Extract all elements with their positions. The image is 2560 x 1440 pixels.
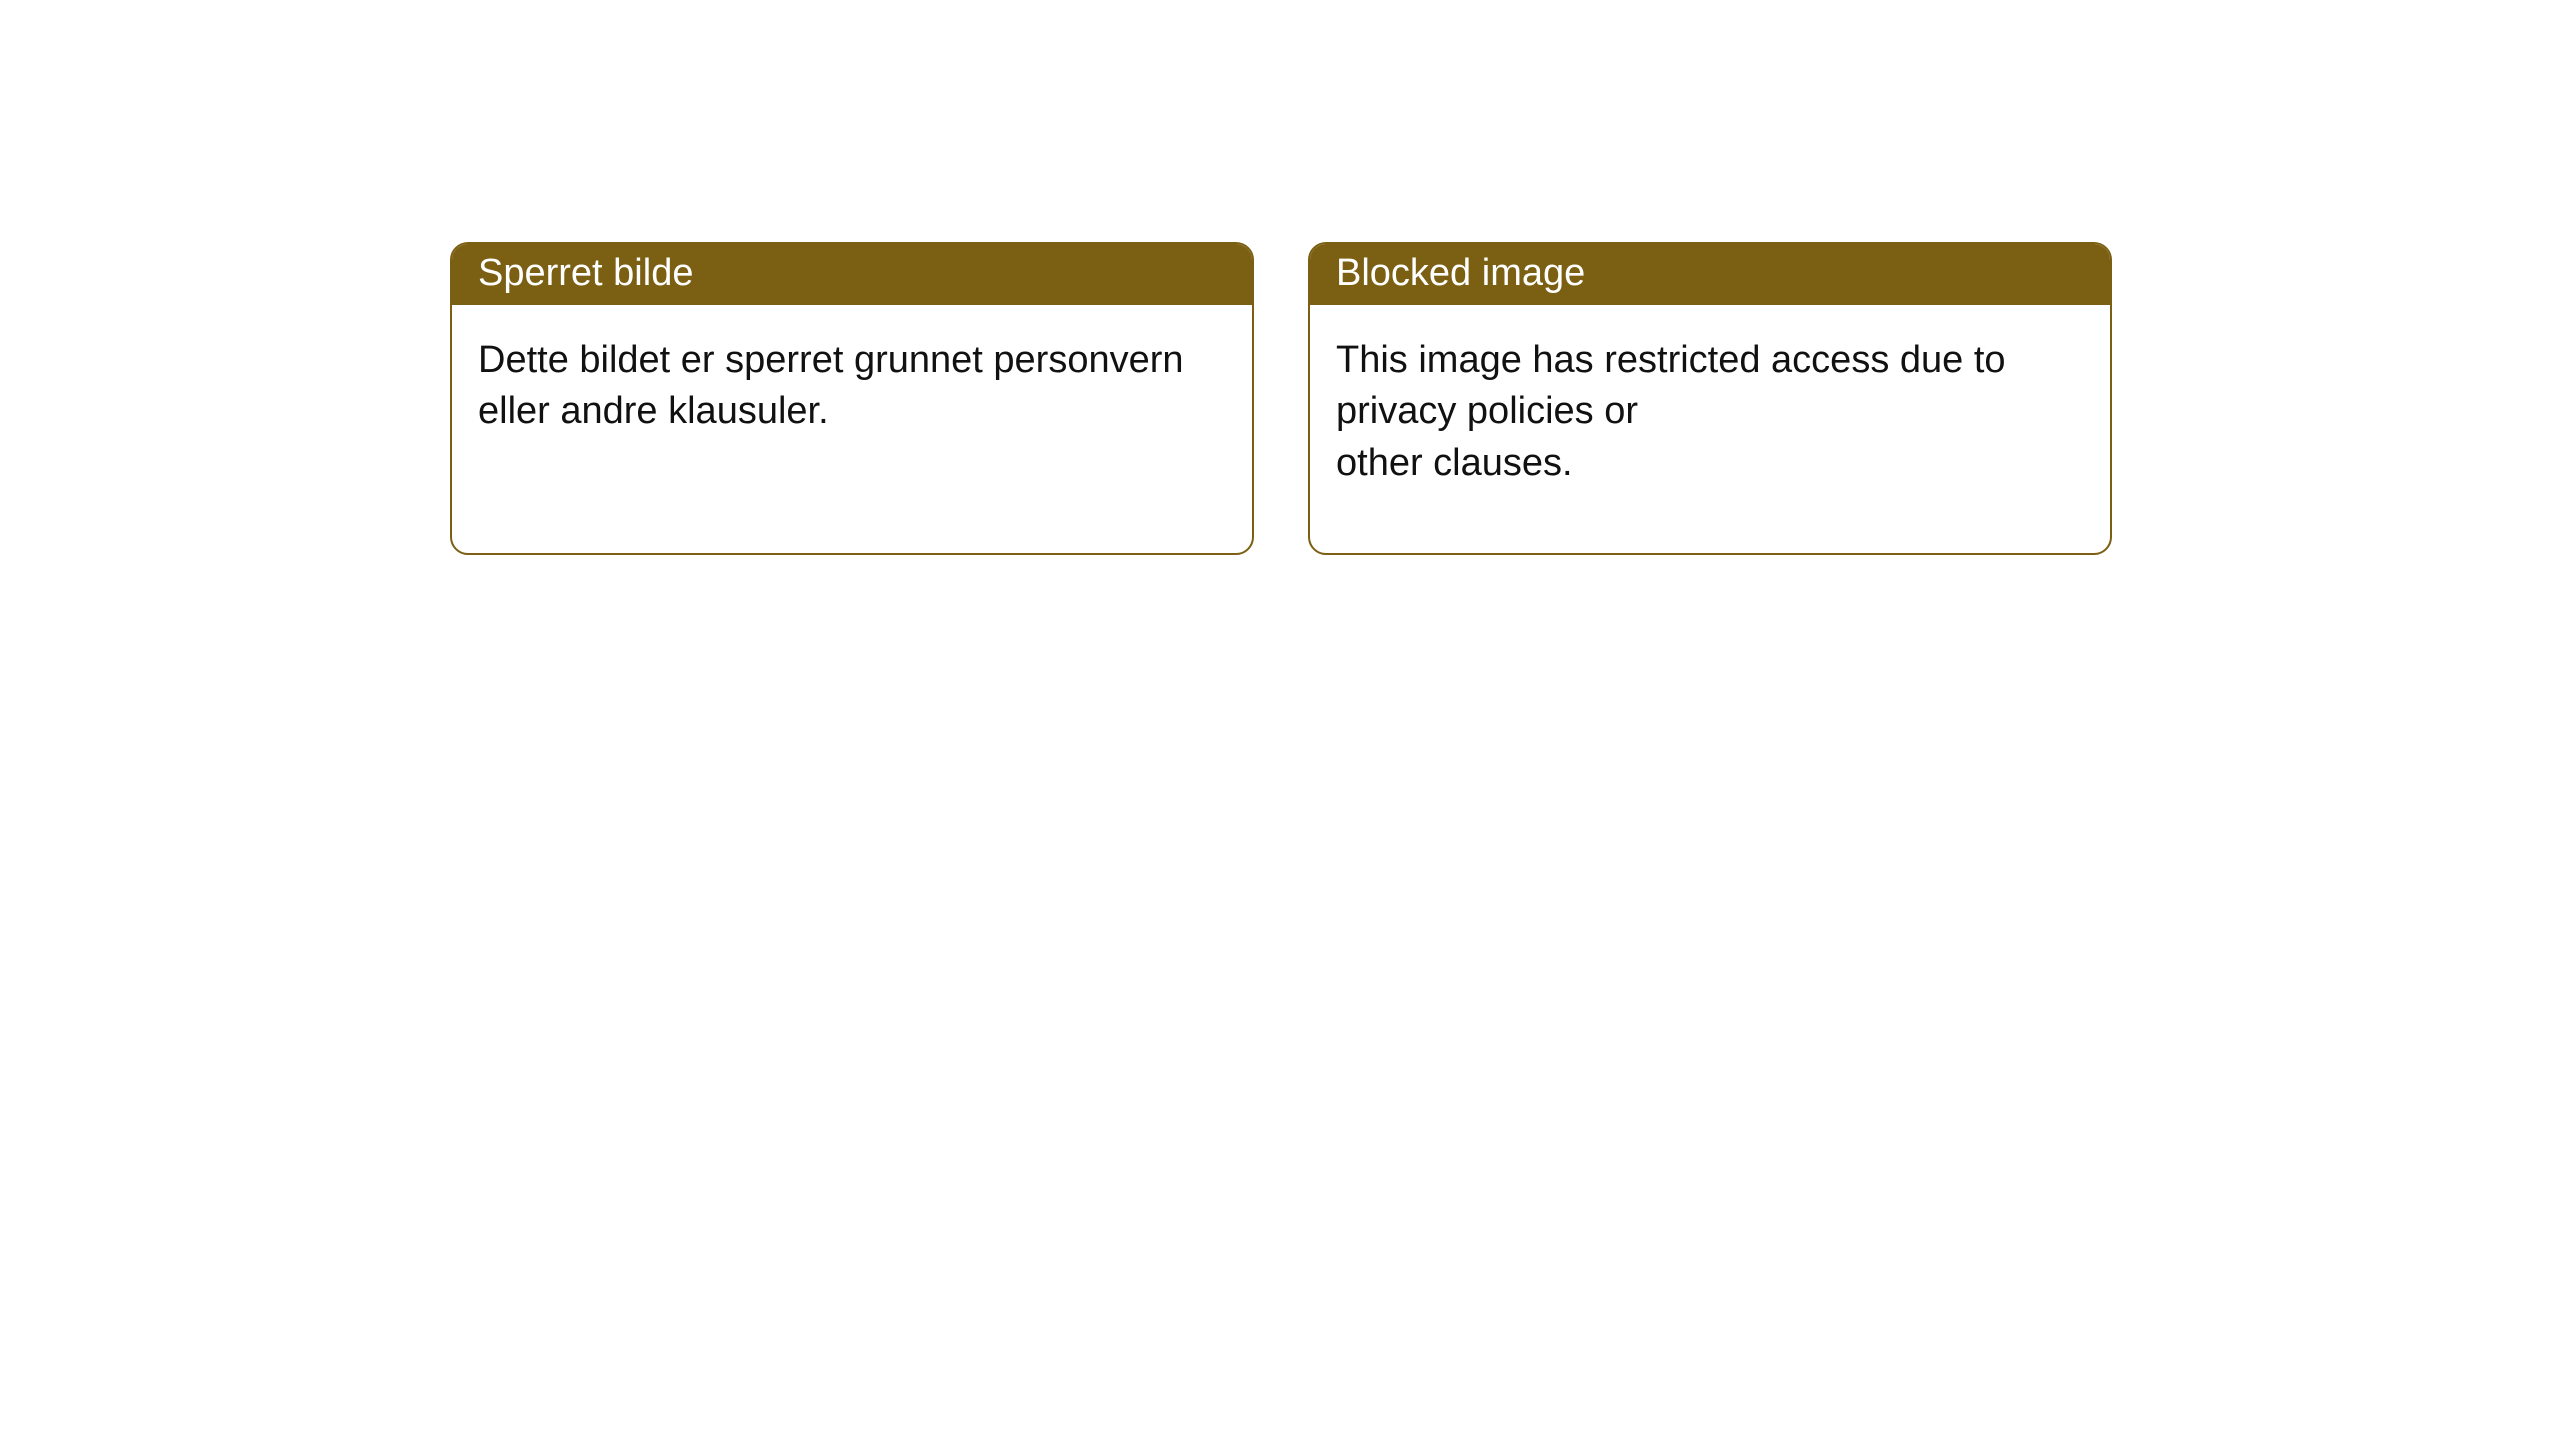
notice-body-no: Dette bildet er sperret grunnet personve…: [452, 305, 1252, 553]
notice-title-no: Sperret bilde: [452, 244, 1252, 305]
notice-card-no: Sperret bilde Dette bildet er sperret gr…: [450, 242, 1254, 555]
notice-container: Sperret bilde Dette bildet er sperret gr…: [0, 0, 2560, 555]
notice-body-en: This image has restricted access due to …: [1310, 305, 2110, 553]
notice-title-en: Blocked image: [1310, 244, 2110, 305]
notice-card-en: Blocked image This image has restricted …: [1308, 242, 2112, 555]
